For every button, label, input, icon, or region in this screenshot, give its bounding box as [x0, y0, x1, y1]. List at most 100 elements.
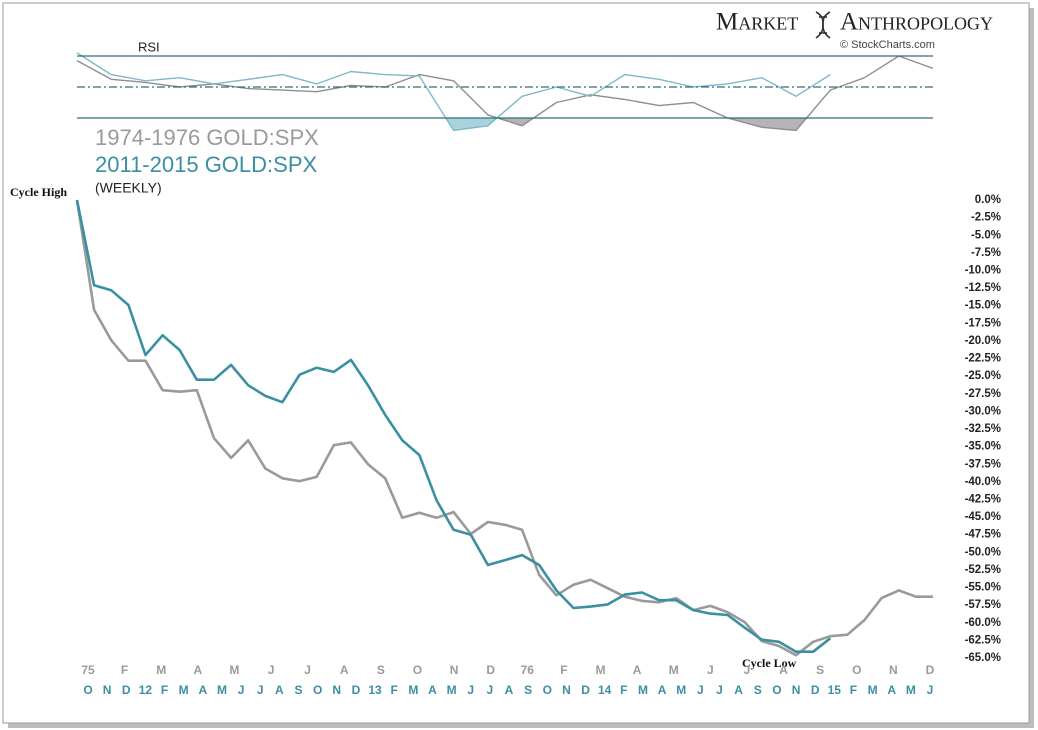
- y-tick-label: -7.5%: [971, 247, 1001, 259]
- x-tick-label: A: [193, 663, 202, 677]
- x-tick-label: M: [217, 683, 227, 697]
- x-tick-label: A: [779, 663, 788, 677]
- x-tick-label: J: [467, 683, 474, 697]
- y-tick-label: -17.5%: [965, 317, 1001, 329]
- x-tick-label: D: [486, 663, 495, 677]
- x-tick-label: J: [744, 663, 751, 677]
- legend-entry: 1974-1976 GOLD:SPX: [95, 125, 319, 150]
- x-tick-label: N: [332, 683, 341, 697]
- x-tick-label: O: [313, 683, 322, 697]
- x-tick-label: J: [927, 683, 934, 697]
- frame: [2, 2, 1030, 724]
- x-tick-label: A: [887, 683, 896, 697]
- x-tick-label: A: [198, 683, 207, 697]
- y-tick-label: -47.5%: [965, 529, 1001, 541]
- x-tick-label: 14: [598, 683, 612, 697]
- y-tick-label: -52.5%: [965, 564, 1001, 576]
- x-tick-label: O: [772, 683, 781, 697]
- y-tick-label: -50.0%: [965, 546, 1001, 558]
- x-tick-label: A: [734, 683, 743, 697]
- x-tick-label: J: [238, 683, 245, 697]
- x-tick-label: M: [676, 683, 686, 697]
- y-tick-label: -22.5%: [965, 353, 1001, 365]
- source: © StockCharts.com: [840, 39, 935, 51]
- y-tick-label: -55.0%: [965, 582, 1001, 594]
- x-tick-label: N: [792, 683, 801, 697]
- x-tick-label: D: [122, 683, 131, 697]
- x-tick-label: D: [811, 683, 820, 697]
- x-tick-label: S: [377, 663, 385, 677]
- x-tick-label: A: [658, 683, 667, 697]
- line-series: [75, 199, 933, 657]
- x-tick-label: N: [450, 663, 459, 677]
- y-tick-label: -5.0%: [971, 229, 1001, 241]
- x-tick-label: 13: [368, 683, 382, 697]
- x-tick-label: S: [294, 683, 302, 697]
- subtitle: (WEEKLY): [95, 180, 162, 196]
- rsi-shading: [77, 118, 933, 131]
- y-tick-label: -45.0%: [965, 511, 1001, 523]
- annotation: Cycle Low: [742, 656, 797, 670]
- x-tick-label: 75: [81, 663, 95, 677]
- x-tick-label: M: [868, 683, 878, 697]
- y-tick-label: -25.0%: [965, 370, 1001, 382]
- line-series: [75, 199, 832, 653]
- y-tick-label: -37.5%: [965, 458, 1001, 470]
- rsi-line: [76, 52, 831, 132]
- x-tick-label: M: [447, 683, 457, 697]
- x-tick-label: M: [669, 663, 679, 677]
- brand-left: Market: [716, 9, 798, 36]
- y-tick-label: -40.0%: [965, 476, 1001, 488]
- x-tick-label: D: [581, 683, 590, 697]
- legend-entry: 2011-2015 GOLD:SPX: [95, 152, 317, 177]
- x-tick-label: M: [408, 683, 418, 697]
- x-tick-label: M: [156, 663, 166, 677]
- y-tick-label: -15.0%: [965, 300, 1001, 312]
- x-tick-label: A: [505, 683, 514, 697]
- x-tick-label: M: [229, 663, 239, 677]
- x-tick-label: M: [906, 683, 916, 697]
- y-tick-label: -20.0%: [965, 335, 1001, 347]
- y-tick-label: -60.0%: [965, 617, 1001, 629]
- y-tick-label: -65.0%: [965, 652, 1001, 664]
- x-tick-label: 76: [521, 663, 535, 677]
- x-tick-label: O: [852, 663, 861, 677]
- x-tick-label: J: [697, 683, 704, 697]
- x-tick-label: O: [83, 683, 92, 697]
- x-tick-label: J: [487, 683, 494, 697]
- x-tick-label: F: [850, 683, 857, 697]
- x-tick-label: J: [304, 663, 311, 677]
- x-tick-label: N: [562, 683, 571, 697]
- y-tick-label: -57.5%: [965, 599, 1001, 611]
- x-tick-label: M: [638, 683, 648, 697]
- x-tick-label: M: [179, 683, 189, 697]
- brand-icon: [815, 11, 831, 39]
- y-tick-label: -12.5%: [965, 282, 1001, 294]
- x-tick-label: J: [257, 683, 264, 697]
- x-tick-label: F: [560, 663, 567, 677]
- y-tick-label: 0.0%: [975, 194, 1001, 206]
- x-tick-label: F: [391, 683, 398, 697]
- x-tick-label: A: [428, 683, 437, 697]
- y-tick-label: -10.0%: [965, 264, 1001, 276]
- x-tick-label: N: [103, 683, 112, 697]
- x-tick-label: J: [716, 683, 723, 697]
- x-tick-label: F: [161, 683, 168, 697]
- x-tick-label: M: [596, 663, 606, 677]
- y-tick-label: -32.5%: [965, 423, 1001, 435]
- x-tick-label: 12: [139, 683, 153, 697]
- x-tick-label: S: [524, 683, 532, 697]
- x-tick-label: J: [707, 663, 714, 677]
- x-tick-label: O: [543, 683, 552, 697]
- annotation: Cycle High: [10, 185, 67, 199]
- x-tick-label: A: [275, 683, 284, 697]
- x-tick-label: J: [268, 663, 275, 677]
- rsi-title: RSI: [138, 39, 160, 54]
- x-tick-label: O: [413, 663, 422, 677]
- rsi-shading: [77, 118, 831, 131]
- x-tick-label: S: [754, 683, 762, 697]
- x-tick-label: 15: [828, 683, 842, 697]
- y-tick-label: -42.5%: [965, 493, 1001, 505]
- x-tick-label: D: [352, 683, 361, 697]
